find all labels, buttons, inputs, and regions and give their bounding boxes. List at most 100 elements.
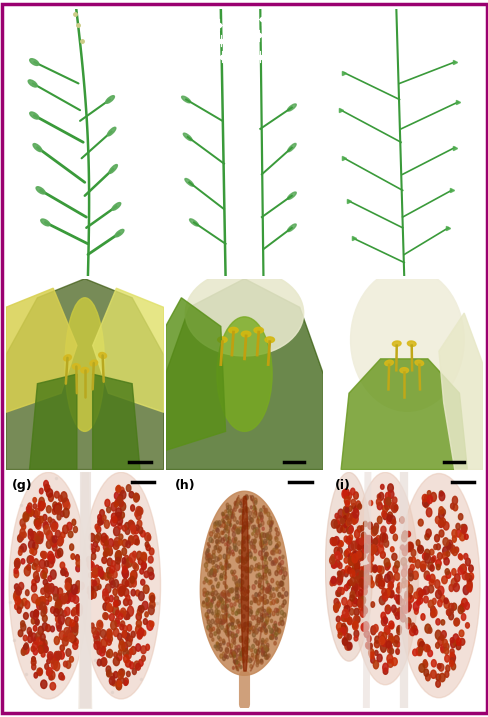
Ellipse shape xyxy=(358,567,364,576)
Ellipse shape xyxy=(333,605,338,612)
Ellipse shape xyxy=(260,613,262,616)
Ellipse shape xyxy=(423,660,426,665)
Ellipse shape xyxy=(362,547,366,553)
Ellipse shape xyxy=(347,580,351,586)
Ellipse shape xyxy=(97,620,102,630)
Ellipse shape xyxy=(253,538,256,543)
Ellipse shape xyxy=(219,600,221,603)
Ellipse shape xyxy=(435,564,439,570)
Ellipse shape xyxy=(244,651,247,654)
Ellipse shape xyxy=(384,563,388,570)
Ellipse shape xyxy=(366,565,369,570)
Ellipse shape xyxy=(333,599,338,605)
Ellipse shape xyxy=(215,545,218,549)
Ellipse shape xyxy=(446,610,450,616)
Ellipse shape xyxy=(43,480,48,488)
Ellipse shape xyxy=(60,651,64,659)
Ellipse shape xyxy=(382,505,387,513)
Ellipse shape xyxy=(350,268,463,412)
Ellipse shape xyxy=(250,505,252,509)
Ellipse shape xyxy=(61,594,67,603)
Ellipse shape xyxy=(381,617,386,626)
Ellipse shape xyxy=(242,597,244,600)
Ellipse shape xyxy=(122,569,126,576)
Ellipse shape xyxy=(89,533,95,541)
Ellipse shape xyxy=(136,644,141,651)
Ellipse shape xyxy=(226,538,229,542)
Ellipse shape xyxy=(380,485,383,489)
Ellipse shape xyxy=(248,516,250,520)
Ellipse shape xyxy=(71,590,76,597)
Ellipse shape xyxy=(130,576,136,584)
Ellipse shape xyxy=(343,489,348,498)
Ellipse shape xyxy=(274,559,277,563)
Ellipse shape xyxy=(256,660,259,664)
Ellipse shape xyxy=(104,634,110,642)
Ellipse shape xyxy=(205,592,207,597)
Ellipse shape xyxy=(381,638,386,647)
Ellipse shape xyxy=(132,535,139,544)
Ellipse shape xyxy=(331,561,336,569)
Ellipse shape xyxy=(58,597,62,602)
Ellipse shape xyxy=(461,571,467,580)
Ellipse shape xyxy=(128,599,132,605)
Ellipse shape xyxy=(214,614,216,617)
Ellipse shape xyxy=(250,656,253,661)
Ellipse shape xyxy=(341,569,344,574)
Ellipse shape xyxy=(242,562,244,565)
Ellipse shape xyxy=(361,570,365,576)
Ellipse shape xyxy=(235,527,238,531)
Ellipse shape xyxy=(101,658,106,666)
Ellipse shape xyxy=(109,614,114,621)
Ellipse shape xyxy=(337,548,342,555)
Ellipse shape xyxy=(384,360,393,366)
Ellipse shape xyxy=(263,652,266,656)
Ellipse shape xyxy=(125,660,131,667)
Ellipse shape xyxy=(346,634,351,640)
Ellipse shape xyxy=(215,609,218,614)
Ellipse shape xyxy=(435,543,440,550)
Text: (d): (d) xyxy=(12,285,33,298)
Ellipse shape xyxy=(449,503,453,509)
Ellipse shape xyxy=(114,501,118,507)
Ellipse shape xyxy=(216,584,219,588)
Ellipse shape xyxy=(426,575,429,580)
Ellipse shape xyxy=(264,552,267,556)
Ellipse shape xyxy=(260,640,263,644)
Ellipse shape xyxy=(239,583,241,587)
Ellipse shape xyxy=(44,523,48,528)
Ellipse shape xyxy=(110,518,117,526)
Ellipse shape xyxy=(72,364,80,369)
Ellipse shape xyxy=(259,589,263,594)
Ellipse shape xyxy=(361,588,366,595)
Ellipse shape xyxy=(123,649,128,656)
Ellipse shape xyxy=(231,611,233,614)
Ellipse shape xyxy=(271,631,274,635)
Ellipse shape xyxy=(54,609,59,617)
Ellipse shape xyxy=(19,582,23,590)
Ellipse shape xyxy=(340,614,345,621)
Ellipse shape xyxy=(239,550,241,554)
Ellipse shape xyxy=(123,680,127,685)
Ellipse shape xyxy=(244,508,247,512)
Ellipse shape xyxy=(219,647,222,651)
Ellipse shape xyxy=(44,561,49,566)
Ellipse shape xyxy=(212,550,215,554)
Ellipse shape xyxy=(135,511,138,517)
Ellipse shape xyxy=(254,511,256,515)
Ellipse shape xyxy=(252,510,254,513)
Ellipse shape xyxy=(401,533,406,542)
Ellipse shape xyxy=(104,541,108,546)
Ellipse shape xyxy=(73,622,78,628)
Ellipse shape xyxy=(385,492,390,500)
Ellipse shape xyxy=(128,521,133,528)
Ellipse shape xyxy=(360,576,365,583)
Ellipse shape xyxy=(223,619,225,623)
Ellipse shape xyxy=(241,527,244,531)
Ellipse shape xyxy=(261,576,263,579)
Ellipse shape xyxy=(216,643,220,648)
Ellipse shape xyxy=(265,617,268,622)
Ellipse shape xyxy=(209,632,212,637)
Ellipse shape xyxy=(229,603,232,607)
Ellipse shape xyxy=(234,597,238,602)
